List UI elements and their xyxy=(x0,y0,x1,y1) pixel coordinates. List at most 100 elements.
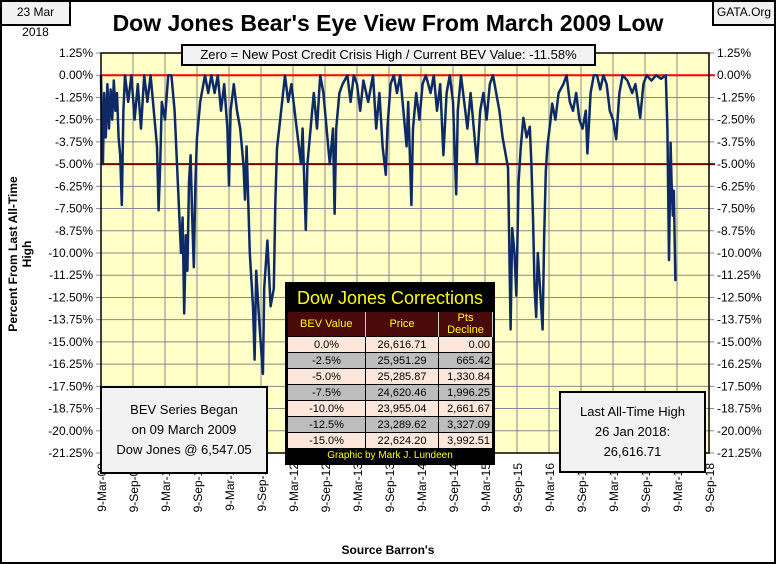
table-cell: 24,620.46 xyxy=(365,384,439,401)
x-tick-label: 9-Sep-11 xyxy=(255,463,269,512)
y-tick-label-left: -12.50% xyxy=(48,290,93,304)
site-label: GATA.Org xyxy=(712,2,774,26)
x-tick-label: 9-Sep-09 xyxy=(127,463,141,513)
last-high-box: Last All-Time High 26 Jan 2018: 26,616.7… xyxy=(559,391,706,473)
table-cell: -7.5% xyxy=(287,384,366,401)
table-row: -15.0% 22,624.20 3,992.51 xyxy=(287,432,493,449)
y-tick-label-right: -10.00% xyxy=(717,246,762,260)
x-tick-label: 9-Mar-09 xyxy=(95,463,109,512)
table-row: -10.0% 23,955.04 2,661.67 xyxy=(287,400,493,417)
y-tick-label-left: -18.75% xyxy=(48,402,93,416)
y-tick-label-right: -8.75% xyxy=(717,224,755,238)
y-tick-label-right: -17.50% xyxy=(717,379,762,393)
began-line-3: Dow Jones @ 6,547.05 xyxy=(116,442,252,457)
x-tick-label: 9-Sep-10 xyxy=(191,463,205,513)
y-tick-label-left: -20.00% xyxy=(48,424,93,438)
table-row: -7.5% 24,620.46 1,996.25 xyxy=(287,384,493,401)
x-tick-label: 9-Sep-16 xyxy=(575,463,589,513)
x-tick-label: 9-Mar-16 xyxy=(543,463,557,512)
table-cell: -5.0% xyxy=(287,368,366,385)
x-tick-label: 9-Sep-17 xyxy=(639,463,653,513)
table-cell: -2.5% xyxy=(287,352,366,369)
y-tick-label-right: -7.50% xyxy=(717,202,755,216)
table-cell: 23,289.62 xyxy=(365,416,439,433)
x-tick-label: 9-Mar-15 xyxy=(479,463,493,512)
x-tick-label: 9-Mar-12 xyxy=(287,463,301,512)
x-tick-label: 9-Mar-13 xyxy=(351,463,365,512)
y-tick-label-right: -15.00% xyxy=(717,335,762,349)
y-tick-label-right: -3.75% xyxy=(717,135,755,149)
began-line-2: on 09 March 2009 xyxy=(131,422,237,437)
col-price: Price xyxy=(365,312,439,337)
x-tick-label: 9-Sep-14 xyxy=(447,463,461,513)
x-tick-label: 9-Sep-15 xyxy=(511,463,525,513)
y-tick-label-left: -21.25% xyxy=(48,446,93,460)
y-tick-label-right: -21.25% xyxy=(717,446,762,460)
y-axis-label: Percent From Last All-Time High xyxy=(6,176,34,332)
y-tick-label-left: -3.75% xyxy=(55,135,93,149)
y-tick-label-left: -11.25% xyxy=(49,268,93,282)
table-cell: 26,616.71 xyxy=(365,336,439,353)
y-tick-label-left: -17.50% xyxy=(48,379,93,393)
x-tick-label: 9-Sep-12 xyxy=(319,463,333,513)
table-cell: 0.0% xyxy=(287,336,366,353)
table-cell: 22,624.20 xyxy=(365,432,439,449)
y-tick-label-left: -5.00% xyxy=(55,157,93,171)
table-cell: 3,992.51 xyxy=(438,432,493,449)
y-tick-label-left: -8.75% xyxy=(55,224,93,238)
credit: Graphic by Mark J. Lundeen xyxy=(327,450,453,461)
table-cell: 25,951.29 xyxy=(365,352,439,369)
y-tick-label-right: -18.75% xyxy=(717,402,762,416)
table-row: -12.5% 23,289.62 3,327.09 xyxy=(287,416,493,433)
x-tick-label: 9-Mar-17 xyxy=(607,463,621,512)
table-cell: 0.00 xyxy=(438,336,493,353)
zero-note: Zero = New Post Credit Crisis High / Cur… xyxy=(181,44,596,66)
y-tick-label-left: -7.50% xyxy=(55,202,93,216)
table-cell: 23,955.04 xyxy=(365,400,439,417)
last-line-1: Last All-Time High xyxy=(580,404,685,419)
y-tick-label-right: -12.50% xyxy=(717,290,762,304)
x-tick-label: 9-Sep-13 xyxy=(383,463,397,513)
last-line-3: 26,616.71 xyxy=(603,444,662,459)
table-cell: 665.42 xyxy=(438,352,493,369)
y-tick-label-left: -16.25% xyxy=(48,357,93,371)
chart-title: Dow Jones Bear's Eye View From March 200… xyxy=(112,10,664,36)
table-cell: 25,285.87 xyxy=(365,368,439,385)
series-line-bev xyxy=(99,73,677,376)
table-row: 0.0% 26,616.71 0.00 xyxy=(287,336,493,353)
y-tick-label-right: -13.75% xyxy=(717,313,762,327)
y-tick-label-left: -1.25% xyxy=(55,90,93,104)
last-line-2: 26 Jan 2018: xyxy=(594,424,671,439)
y-tick-label-right: -20.00% xyxy=(717,424,762,438)
table-cell: 1,996.25 xyxy=(438,384,493,401)
y-tick-label-right: -2.50% xyxy=(717,113,755,127)
y-tick-label-right: 0.00% xyxy=(717,68,751,82)
table-cell: 3,327.09 xyxy=(438,416,493,433)
began-line-1: BEV Series Began xyxy=(130,402,238,417)
y-tick-label-left: -2.50% xyxy=(55,113,93,127)
x-tick-label: 9-Mar-10 xyxy=(159,463,173,512)
x-tick-label: 9-Mar-18 xyxy=(671,463,685,512)
table-cell: 2,661.67 xyxy=(438,400,493,417)
y-tick-label-right: -1.25% xyxy=(717,90,755,104)
y-tick-label-left: 1.25% xyxy=(59,46,93,60)
x-tick-label: 9-Mar-14 xyxy=(415,463,429,512)
y-tick-label-right: -16.25% xyxy=(717,357,762,371)
table-row: -2.5% 25,951.29 665.42 xyxy=(287,352,493,369)
y-tick-label-right: 1.25% xyxy=(717,46,751,60)
table-cell: -12.5% xyxy=(287,416,366,433)
y-tick-label-left: -15.00% xyxy=(48,335,93,349)
series-began-box: BEV Series Began on 09 March 2009 Dow Jo… xyxy=(100,386,268,474)
x-axis-label: Source Barron's xyxy=(341,543,435,557)
x-tick-label: 9-Mar-11 xyxy=(223,463,237,511)
y-tick-label-right: -11.25% xyxy=(717,268,761,282)
y-tick-label-left: -10.00% xyxy=(48,246,93,260)
y-tick-label-right: -6.25% xyxy=(717,179,755,193)
table-row: -5.0% 25,285.87 1,330.84 xyxy=(287,368,493,385)
col-bev: BEV Value xyxy=(287,312,366,337)
table-cell: -15.0% xyxy=(287,432,366,449)
y-tick-label-left: 0.00% xyxy=(59,68,93,82)
table-cell: -10.0% xyxy=(287,400,366,417)
corrections-title: Dow Jones Corrections xyxy=(296,288,484,308)
y-tick-label-right: -5.00% xyxy=(717,157,755,171)
